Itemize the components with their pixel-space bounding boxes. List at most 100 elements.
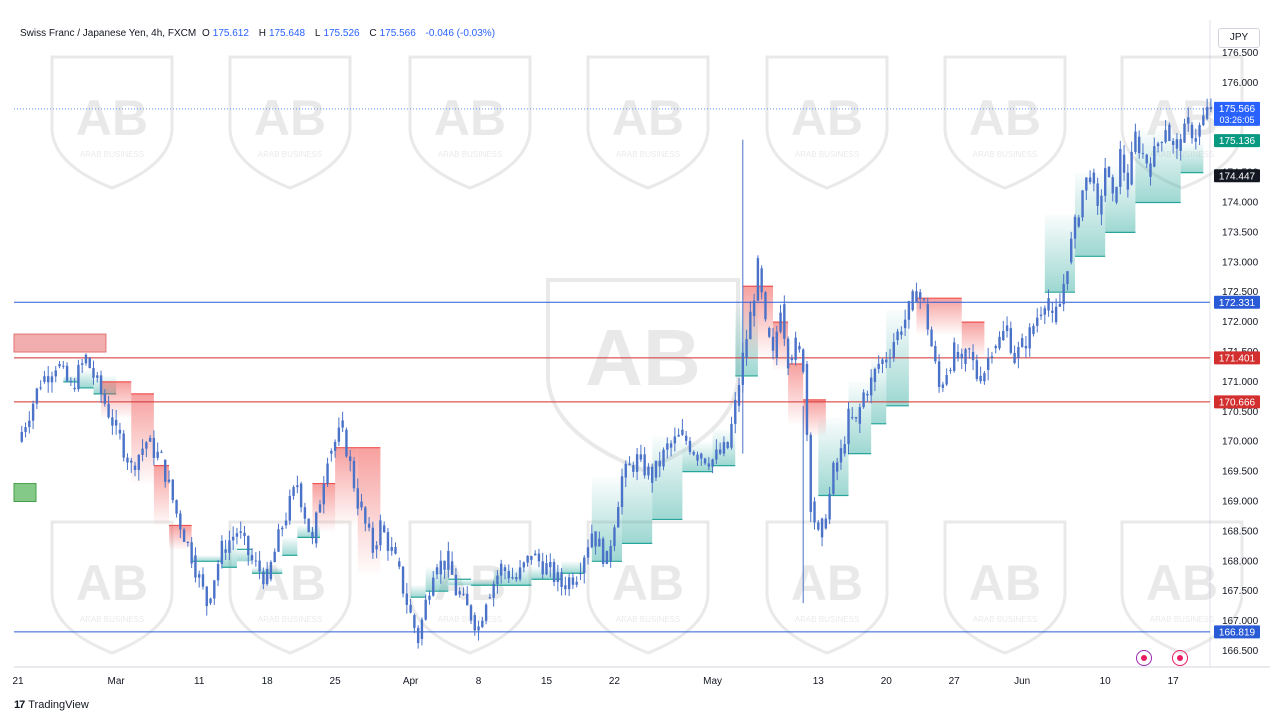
candle-body [666,443,669,450]
candle-body [579,573,582,575]
candle-body [571,577,575,585]
candle-body [47,376,50,383]
candle-body [632,465,635,472]
candle-body [926,304,929,330]
support-band-fill [191,555,222,562]
candle-body [137,454,140,470]
trail_stop-price-tag [1214,134,1260,148]
candle-body [92,367,95,378]
x-tick-label: 17 [1168,676,1180,687]
candle-body [367,523,371,528]
svg-text:ARAB BUSINESS: ARAB BUSINESS [795,615,859,624]
candle-body [907,301,911,320]
candle-body [896,331,899,341]
candle-body [583,557,586,574]
candle-body [126,457,129,463]
svg-text:AB: AB [791,90,863,146]
candle-body [851,417,854,419]
candle-body [1137,136,1141,154]
candle-body [1036,317,1039,326]
candle-body [1209,107,1213,110]
candle-body [296,485,299,488]
x-tick-label: Mar [108,676,126,687]
watermark-shield-icon: AB ARAB BUSINESS [50,520,174,655]
candle-body [760,268,763,293]
candle-body [613,527,616,547]
candle-body [216,564,220,581]
candle-body [817,522,820,530]
dark_level-price-tag [1214,169,1260,183]
candle-body [114,419,118,426]
candle-body [54,370,57,377]
candle-body [194,555,197,578]
candle-body [390,547,393,551]
low-value: 175.526 [323,28,360,39]
candle-body [609,546,612,562]
candle-body [156,451,159,458]
candle-body [315,512,318,544]
svg-text:ARAB BUSINESS: ARAB BUSINESS [258,615,322,624]
candle-body [1149,163,1152,177]
currency-button[interactable]: JPY [1218,28,1260,48]
candle-body [567,577,571,590]
candle-body [1205,107,1209,119]
candle-body [681,429,684,435]
candle-body [171,479,174,501]
candle-body [386,532,390,551]
y-tick-label: 167.500 [1222,586,1259,597]
candle-body [835,462,839,472]
candle-body [1141,153,1145,155]
candle-body [900,331,903,335]
watermark-shield-icon: AB ARAB BUSINESS [943,55,1067,190]
watermark-shield-icon: AB ARAB BUSINESS [586,520,710,655]
candle-body [220,540,224,565]
candle-body [333,441,337,451]
candle-body [745,339,748,358]
candle-body [1198,125,1201,137]
candle-body [1051,310,1054,313]
tradingview-brand[interactable]: 17 TradingView [14,699,89,711]
candle-body [624,463,627,478]
candle-body [447,550,450,570]
candle-body [43,376,46,382]
record-icon[interactable] [1172,650,1188,666]
y-tick-label: 176.000 [1222,78,1259,89]
candle-body [919,292,922,299]
candle-body [409,604,412,613]
red_upper-price-text: 171.401 [1219,353,1256,364]
candle-body [775,331,778,358]
candle-body [975,360,979,380]
target-icon[interactable] [1136,650,1152,666]
high-label: H [258,28,266,39]
candle-body [1081,190,1084,218]
candle-body [288,495,291,521]
candle-body [888,357,892,359]
candle-body [318,504,322,513]
x-tick-label: 11 [194,676,205,687]
candle-body [1032,325,1035,335]
candle-body [734,399,737,424]
candle-body [299,483,303,508]
x-tick-label: 27 [949,676,961,687]
support-band-fill [236,549,253,562]
candle-body [481,620,484,628]
candle-body [1020,338,1024,348]
candle-body [560,572,563,588]
candle-body [477,626,480,631]
candle-body [628,463,631,466]
candle-body [820,518,824,538]
svg-text:AB: AB [969,90,1041,146]
candle-body [265,568,269,585]
y-tick-label: 169.000 [1222,497,1259,508]
candle-body [337,427,341,442]
candle-body [1153,146,1156,167]
candle-body [118,429,122,434]
y-tick-label: 168.500 [1222,526,1259,537]
candle-body [651,466,654,483]
candle-body [69,380,73,383]
candle-body [439,560,442,575]
candle-body [518,567,522,580]
candle-body [669,443,673,448]
